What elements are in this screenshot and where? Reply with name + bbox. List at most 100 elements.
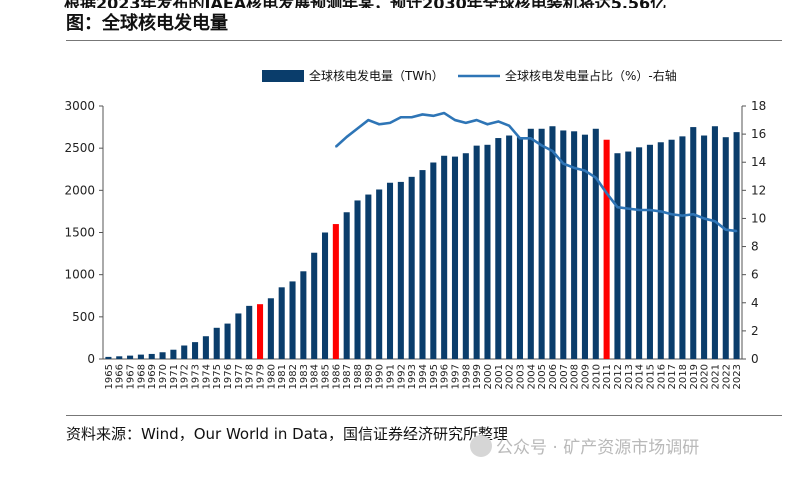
share-point-2009 [584,170,586,172]
y-right-tick-label: 4 [751,296,759,310]
x-tick-label: 1997 [450,364,461,389]
chart: 全球核电发电量（TWh） 全球核电发电量占比（%）-右轴 050010001500… [0,0,792,415]
bar-2016 [658,142,664,359]
y-right-tick-label: 10 [751,211,766,225]
share-point-1997 [454,119,456,121]
x-tick-label: 1989 [364,364,375,389]
y-left-tick-label: 3000 [64,99,95,113]
bar-2014 [636,147,642,359]
bar-1989 [365,195,371,359]
bar-1990 [376,189,382,359]
bar-1991 [387,183,393,359]
x-tick-label: 1998 [461,364,472,389]
y-left-tick-label: 0 [87,352,95,366]
x-axis-tick-labels: 1965 1966 1967 1968 1969 1970 1971 1972 1973 1974… [104,364,743,389]
bar-2012 [614,153,620,359]
x-tick-label: 2013 [624,364,635,389]
x-tick-label: 2003 [515,364,526,389]
line-series [335,112,737,232]
watermark-text: 公众号 · 矿产资源市场调研 [496,433,699,458]
y-right-tick-label: 14 [751,155,766,169]
bar-1999 [474,146,480,359]
share-point-2016 [660,211,662,213]
share-point-2012 [617,206,619,208]
bar-2004 [528,129,534,359]
share-point-1986 [335,146,337,148]
bar-1965 [105,357,111,359]
share-point-1995 [433,115,435,117]
x-tick-label: 2008 [570,364,581,389]
share-point-2000 [487,123,489,125]
bar-2013 [625,152,631,359]
y-right-tick-label: 2 [751,324,759,338]
x-tick-label: 2005 [537,364,548,389]
bar-1987 [344,212,350,359]
y-right-tick-label: 8 [751,240,759,254]
x-tick-label: 2014 [635,364,646,389]
x-tick-label: 1992 [396,364,407,389]
y-left-tick-label: 2500 [64,141,95,155]
x-tick-label: 1999 [472,364,483,389]
y-right-tick-label: 12 [751,183,766,197]
bar-2015 [647,145,653,359]
bar-1978 [246,306,252,359]
bar-2020 [701,136,707,359]
x-tick-label: 1991 [386,364,397,389]
x-tick-label: 2002 [505,364,516,389]
x-tick-label: 1967 [126,364,137,389]
bar-2022 [723,137,729,359]
bar-1970 [160,352,166,359]
x-tick-label: 2022 [721,364,732,389]
bar-1973 [192,342,198,359]
share-point-2022 [725,229,727,231]
share-point-2013 [627,208,629,210]
x-tick-label: 2018 [678,364,689,389]
x-tick-label: 2007 [559,364,570,389]
share-point-2002 [508,125,510,127]
x-tick-label: 2012 [613,364,624,389]
x-tick-label: 1969 [147,364,158,389]
share-point-2004 [530,138,532,140]
y-right-tick-label: 0 [751,352,759,366]
bar-2008 [571,131,577,359]
share-point-1989 [368,119,370,121]
bar-1995 [430,163,436,359]
bar-1986 [333,224,339,359]
bar-1981 [279,287,285,359]
x-tick-label: 1968 [136,364,147,389]
y-left-tick-label: 500 [72,310,95,324]
bar-2001 [495,138,501,359]
share-point-1988 [357,128,359,130]
x-tick-label: 1977 [234,364,245,389]
wechat-icon [470,435,492,457]
bar-1996 [441,156,447,359]
y-right-tick-label: 16 [751,127,766,141]
bar-1983 [300,271,306,359]
bar-2023 [734,132,740,359]
share-point-1987 [346,136,348,138]
share-point-2003 [519,138,521,140]
bar-1972 [181,346,187,359]
x-tick-label: 1965 [104,364,115,389]
share-point-2007 [562,163,564,165]
bar-2010 [593,129,599,359]
share-point-1998 [465,122,467,124]
x-tick-label: 1996 [440,364,451,389]
legend-line-label: 全球核电发电量占比（%）-右轴 [505,68,677,83]
share-point-2006 [552,150,554,152]
x-tick-label: 1984 [310,364,321,389]
y-right-tick-label: 18 [751,99,766,113]
bar-series [105,126,739,359]
share-point-1996 [443,112,445,114]
share-point-2008 [573,167,575,169]
bar-1994 [419,170,425,359]
bar-2009 [582,135,588,359]
x-tick-label: 2021 [710,364,721,389]
bar-2000 [484,145,490,359]
bar-1993 [409,177,415,359]
share-point-2019 [692,213,694,215]
share-point-1999 [476,119,478,121]
x-tick-label: 1973 [191,364,202,389]
x-tick-label: 1979 [256,364,267,389]
x-tick-label: 1983 [299,364,310,389]
